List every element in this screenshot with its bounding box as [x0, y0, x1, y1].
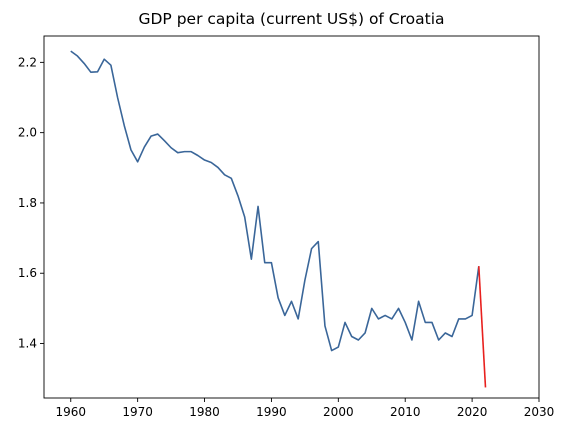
x-tick-label: 1960: [55, 405, 86, 419]
x-tick-label: 1990: [256, 405, 287, 419]
x-tick-label: 2020: [457, 405, 488, 419]
series-line-historical: [70, 50, 480, 352]
chart-title: GDP per capita (current US$) of Croatia: [138, 10, 444, 28]
y-tick-label: 1.8: [18, 196, 37, 210]
plot-frame: [43, 35, 540, 399]
x-tick-label: 2030: [524, 405, 555, 419]
y-tick-label: 2.2: [18, 55, 37, 69]
y-tick-label: 2.0: [18, 126, 37, 140]
x-axis: 1960 1970 1980 1990 2000 2010 2020 2030: [55, 398, 554, 419]
series-line-projection: [478, 266, 487, 388]
x-tick-label: 1980: [189, 405, 220, 419]
x-tick-label: 2010: [390, 405, 421, 419]
series-group: [70, 50, 487, 388]
y-tick-label: 1.4: [18, 337, 37, 351]
x-tick-label: 2000: [323, 405, 354, 419]
x-tick-label: 1970: [122, 405, 153, 419]
y-tick-label: 1.6: [18, 266, 37, 280]
y-axis: 1.4 1.6 1.8 2.0 2.2: [18, 55, 44, 351]
